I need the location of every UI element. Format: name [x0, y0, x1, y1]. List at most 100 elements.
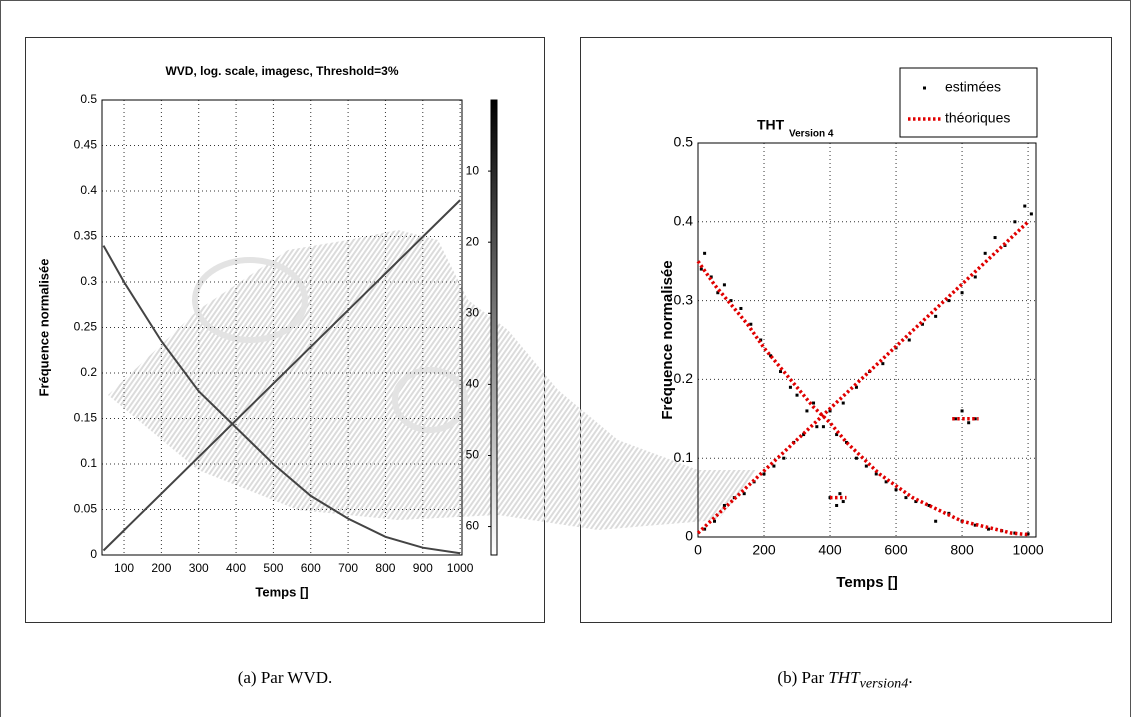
x-tick-label: 700	[338, 561, 358, 575]
data-point	[854, 456, 858, 460]
legend-box	[899, 67, 1038, 138]
colorbar	[490, 99, 498, 556]
data-point	[881, 362, 885, 366]
y-tick-label: 0.15	[74, 411, 98, 425]
y-tick-label: 0.5	[80, 92, 97, 106]
data-point	[769, 354, 773, 358]
series-line	[102, 245, 461, 555]
y-tick-label: 0	[90, 547, 97, 561]
y-axis-label: Fréquence normalisée	[36, 259, 51, 397]
data-point	[983, 251, 987, 255]
data-point	[835, 503, 839, 507]
data-point	[1013, 531, 1017, 535]
x-tick-label: 900	[413, 561, 433, 575]
data-point	[749, 322, 753, 326]
data-point	[1026, 532, 1030, 536]
y-tick-label: 0.2	[80, 365, 97, 379]
data-point	[716, 291, 720, 295]
data-point	[914, 500, 918, 504]
x-tick-label: 200	[151, 561, 171, 575]
data-point	[762, 472, 766, 476]
colorbar-tick-label: 60	[466, 519, 480, 533]
plot-frame	[101, 99, 463, 556]
x-tick-label: 400	[226, 561, 246, 575]
data-point	[821, 425, 825, 429]
data-point	[993, 236, 997, 240]
data-point	[973, 417, 977, 421]
data-point	[722, 503, 726, 507]
data-point	[1023, 204, 1027, 208]
colorbar-tick-label: 30	[466, 305, 480, 319]
data-point	[713, 519, 717, 523]
interference-pattern	[108, 230, 758, 530]
data-point	[894, 488, 898, 492]
caption-end: .	[908, 668, 913, 687]
data-point	[841, 401, 845, 405]
data-point	[884, 480, 888, 484]
panel-frame	[580, 37, 1112, 623]
caption: (a) Par WVD.	[237, 668, 333, 687]
chart-title: THT	[757, 117, 785, 133]
data-point	[835, 433, 839, 437]
data-point	[812, 401, 816, 405]
colorbar-tick-label: 50	[466, 448, 480, 462]
x-tick-label: 1000	[1013, 542, 1044, 558]
data-point	[739, 306, 743, 310]
x-tick-label: 200	[752, 542, 776, 558]
x-tick-label: 300	[189, 561, 209, 575]
y-tick-label: 0.25	[74, 320, 98, 334]
y-tick-label: 0.05	[74, 502, 98, 516]
data-point	[864, 464, 868, 468]
data-point	[986, 527, 990, 531]
data-point	[802, 433, 806, 437]
data-point	[722, 283, 726, 287]
panel-frame	[25, 37, 545, 623]
data-point	[960, 291, 964, 295]
data-point	[934, 519, 938, 523]
data-point	[854, 385, 858, 389]
chart-title: WVD, log. scale, imagesc, Threshold=3%	[165, 64, 398, 78]
y-tick-label: 0.3	[674, 291, 694, 307]
y-tick-label: 0.2	[674, 370, 694, 386]
data-point	[973, 523, 977, 527]
x-tick-label: 500	[263, 561, 283, 575]
x-axis-label: Temps []	[836, 574, 897, 591]
y-tick-label: 0.4	[80, 183, 97, 197]
colorbar-tick-label: 10	[466, 163, 480, 177]
x-tick-label: 600	[301, 561, 321, 575]
data-point	[795, 393, 799, 397]
plot-frame	[697, 142, 1037, 538]
x-axis-label: Temps []	[255, 584, 308, 599]
data-point	[805, 409, 809, 413]
caption-math: THT	[828, 668, 860, 687]
data-point	[709, 275, 713, 279]
data-point	[907, 338, 911, 342]
x-tick-label: 600	[884, 542, 908, 558]
data-point	[904, 496, 908, 500]
x-tick-label: 400	[818, 542, 842, 558]
x-tick-label: 100	[114, 561, 134, 575]
data-point	[788, 385, 792, 389]
data-point	[703, 251, 707, 255]
x-tick-label: 1000	[447, 561, 474, 575]
x-tick-label: 0	[694, 542, 702, 558]
data-point	[947, 299, 951, 303]
legend-marker	[923, 86, 926, 90]
data-point	[779, 370, 783, 374]
y-tick-label: 0.35	[74, 229, 98, 243]
data-point	[742, 492, 746, 496]
data-point	[828, 409, 832, 413]
data-point	[772, 464, 776, 468]
data-point	[838, 492, 842, 496]
data-point	[729, 299, 733, 303]
y-tick-label: 0.4	[674, 213, 694, 229]
series-line	[102, 199, 461, 552]
data-point	[1029, 212, 1033, 216]
data-point	[960, 409, 964, 413]
caption-text: (b) Par	[777, 668, 829, 687]
chart-subtitle: Version 4	[789, 129, 834, 140]
caption: (b) Par THTversion4.	[645, 668, 1045, 692]
caption-sub: version4	[859, 675, 909, 692]
